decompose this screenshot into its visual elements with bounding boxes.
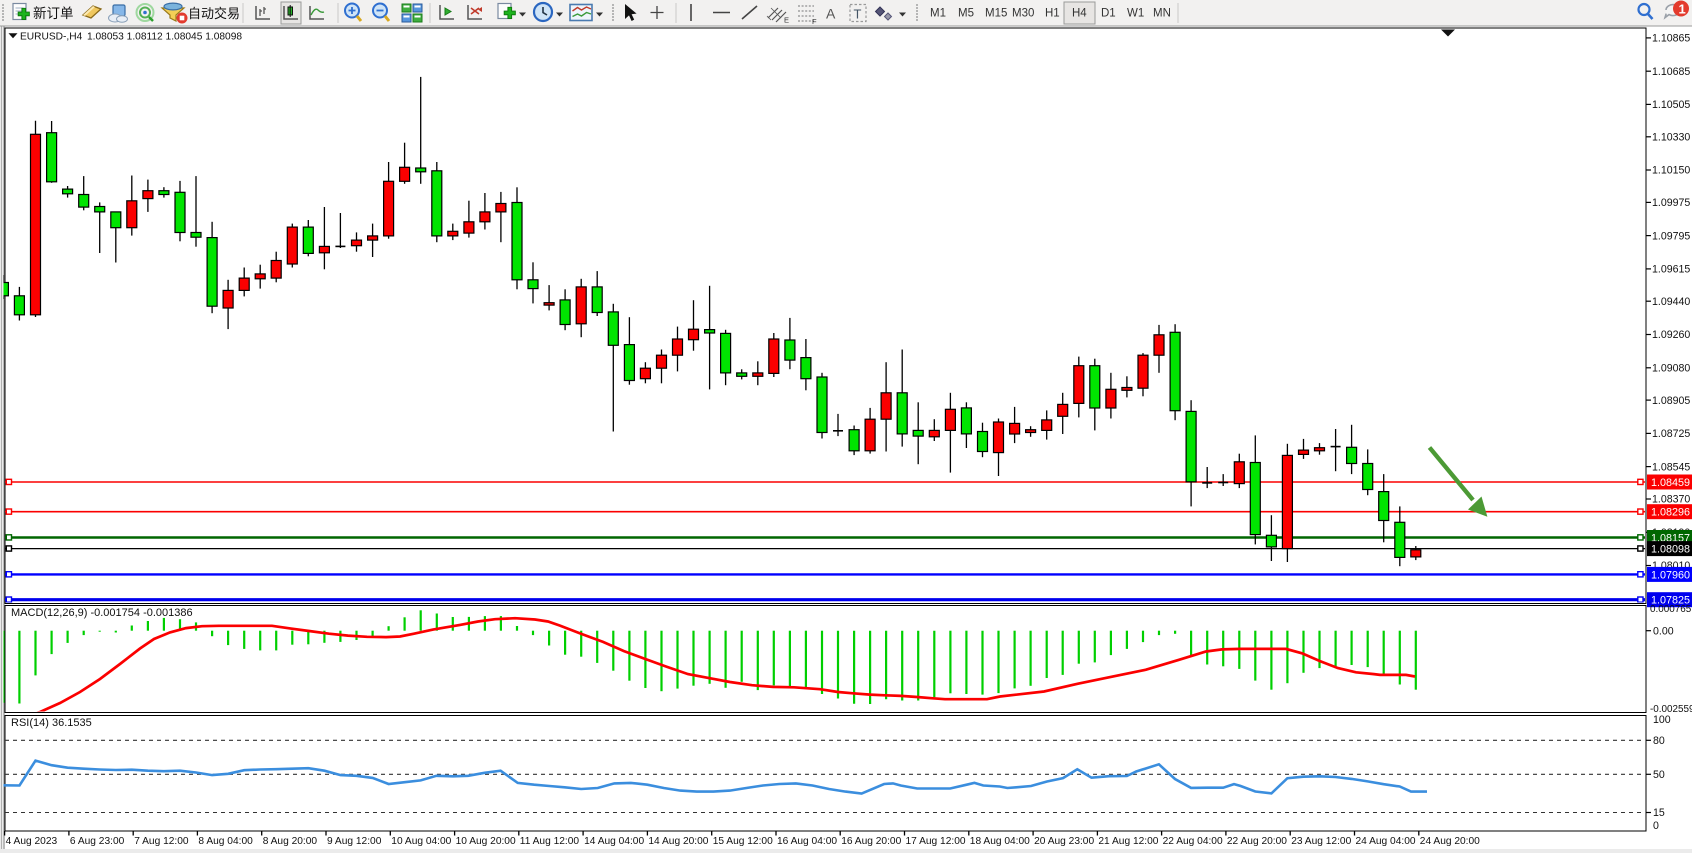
svg-text:6 Aug 23:00: 6 Aug 23:00: [70, 836, 125, 847]
svg-text:MN: MN: [1153, 8, 1171, 20]
svg-text:16 Aug 04:00: 16 Aug 04:00: [777, 836, 837, 847]
svg-text:1.08459: 1.08459: [1651, 477, 1690, 489]
svg-text:H4: H4: [1072, 8, 1087, 20]
svg-text:1.10150: 1.10150: [1652, 165, 1690, 177]
svg-text:8 Aug 04:00: 8 Aug 04:00: [198, 836, 253, 847]
svg-text:1.08370: 1.08370: [1652, 494, 1690, 506]
svg-text:D1: D1: [1101, 8, 1116, 20]
svg-text:9 Aug 12:00: 9 Aug 12:00: [327, 836, 382, 847]
svg-text:1.09975: 1.09975: [1652, 197, 1690, 209]
svg-text:1.07960: 1.07960: [1651, 569, 1690, 581]
svg-text:1.10330: 1.10330: [1652, 132, 1690, 144]
svg-text:4 Aug 2023: 4 Aug 2023: [6, 836, 58, 847]
svg-text:11 Aug 12:00: 11 Aug 12:00: [520, 836, 580, 847]
svg-text:24 Aug 20:00: 24 Aug 20:00: [1420, 836, 1480, 847]
svg-text:1.10505: 1.10505: [1652, 99, 1690, 111]
svg-text:18 Aug 04:00: 18 Aug 04:00: [970, 836, 1030, 847]
svg-text:自动交易: 自动交易: [188, 6, 240, 21]
svg-text:新订单: 新订单: [33, 6, 74, 21]
svg-text:M15: M15: [985, 8, 1007, 20]
svg-text:1.09615: 1.09615: [1652, 264, 1690, 276]
svg-text:100: 100: [1653, 714, 1671, 726]
svg-text:T: T: [854, 7, 862, 22]
svg-text:22 Aug 04:00: 22 Aug 04:00: [1163, 836, 1223, 847]
svg-text:1.09440: 1.09440: [1652, 296, 1690, 308]
svg-text:1.09260: 1.09260: [1652, 329, 1690, 341]
svg-text:7 Aug 12:00: 7 Aug 12:00: [134, 836, 189, 847]
svg-text:17 Aug 12:00: 17 Aug 12:00: [906, 836, 966, 847]
svg-text:24 Aug 04:00: 24 Aug 04:00: [1356, 836, 1416, 847]
svg-text:1.08098: 1.08098: [1651, 544, 1690, 556]
svg-text:MACD(12,26,9) -0.001754 -0.001: MACD(12,26,9) -0.001754 -0.001386: [11, 607, 193, 619]
svg-text:1.08545: 1.08545: [1652, 461, 1690, 473]
svg-text:16 Aug 20:00: 16 Aug 20:00: [841, 836, 901, 847]
svg-text:0.000765: 0.000765: [1650, 604, 1692, 615]
svg-text:1.08905: 1.08905: [1652, 395, 1690, 407]
svg-text:0.00: 0.00: [1653, 625, 1674, 637]
svg-text:14 Aug 20:00: 14 Aug 20:00: [648, 836, 708, 847]
svg-text:1: 1: [1679, 2, 1686, 17]
svg-text:10 Aug 04:00: 10 Aug 04:00: [391, 836, 451, 847]
svg-text:0: 0: [1653, 820, 1659, 832]
svg-text:E: E: [784, 16, 789, 25]
svg-text:15: 15: [1653, 807, 1665, 819]
svg-text:1.09795: 1.09795: [1652, 230, 1690, 242]
svg-text:1.07825: 1.07825: [1651, 595, 1690, 607]
svg-text:RSI(14) 36.1535: RSI(14) 36.1535: [11, 717, 92, 729]
svg-text:1.09080: 1.09080: [1652, 363, 1690, 375]
svg-text:1.10685: 1.10685: [1652, 66, 1690, 78]
svg-text:H1: H1: [1045, 8, 1060, 20]
svg-text:EURUSD-,H4: EURUSD-,H4: [20, 32, 83, 43]
svg-text:F: F: [812, 17, 817, 26]
svg-text:1.08053 1.08112 1.08045 1.0809: 1.08053 1.08112 1.08045 1.08098: [87, 32, 242, 43]
svg-text:22 Aug 20:00: 22 Aug 20:00: [1227, 836, 1287, 847]
svg-text:1.10865: 1.10865: [1652, 33, 1690, 45]
svg-text:M5: M5: [958, 8, 974, 20]
svg-text:20 Aug 23:00: 20 Aug 23:00: [1034, 836, 1094, 847]
svg-text:21 Aug 12:00: 21 Aug 12:00: [1098, 836, 1158, 847]
svg-text:23 Aug 12:00: 23 Aug 12:00: [1291, 836, 1351, 847]
svg-text:14 Aug 04:00: 14 Aug 04:00: [584, 836, 644, 847]
svg-text:A: A: [826, 6, 836, 22]
svg-text:M1: M1: [930, 8, 946, 20]
svg-text:-0.002559: -0.002559: [1650, 704, 1692, 715]
svg-text:8 Aug 20:00: 8 Aug 20:00: [263, 836, 318, 847]
svg-text:M30: M30: [1012, 8, 1034, 20]
svg-text:15 Aug 12:00: 15 Aug 12:00: [713, 836, 773, 847]
svg-text:10 Aug 20:00: 10 Aug 20:00: [456, 836, 516, 847]
svg-text:80: 80: [1653, 735, 1665, 747]
svg-text:1.08296: 1.08296: [1651, 507, 1690, 519]
svg-text:50: 50: [1653, 769, 1665, 781]
svg-text:1.08725: 1.08725: [1652, 428, 1690, 440]
svg-text:W1: W1: [1127, 8, 1144, 20]
